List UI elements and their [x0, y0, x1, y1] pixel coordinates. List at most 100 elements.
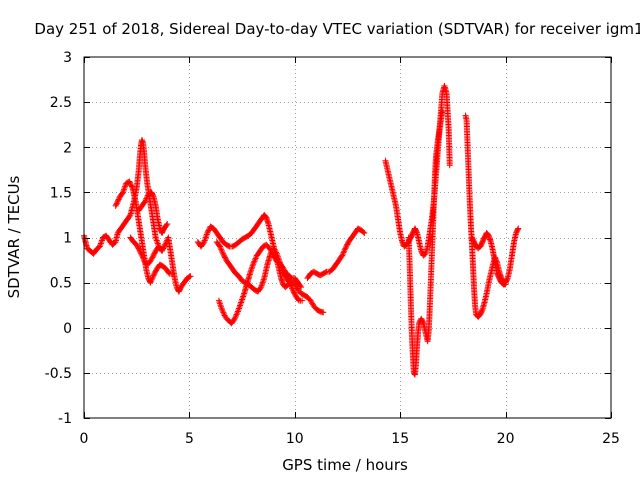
- data-point: [248, 267, 255, 274]
- data-point: [218, 247, 225, 254]
- data-point: [413, 228, 420, 235]
- data-point: [252, 255, 259, 262]
- data-point: [141, 199, 148, 206]
- data-point: [343, 242, 350, 249]
- data-point: [515, 225, 522, 232]
- data-point: [231, 315, 238, 322]
- data-point: [322, 269, 329, 276]
- x-axis-tick-labels: 0 5 10 15 20 25: [80, 431, 620, 447]
- data-point: [202, 234, 209, 241]
- data-point: [341, 248, 348, 255]
- data-point: [238, 299, 245, 306]
- data-point: [238, 297, 245, 304]
- data-point: [251, 258, 258, 265]
- chart-title: Day 251 of 2018, Sidereal Day-to-day VTE…: [34, 20, 640, 38]
- data-point: [161, 242, 168, 249]
- data-point: [287, 274, 294, 281]
- data-point: [187, 273, 194, 280]
- data-point: [150, 251, 157, 258]
- data-point: [446, 162, 453, 169]
- x-tick-label: 0: [80, 431, 89, 447]
- data-point: [299, 297, 306, 304]
- data-point: [286, 279, 293, 286]
- data-point: [218, 246, 225, 253]
- data-point: [137, 249, 144, 256]
- data-point: [269, 250, 276, 257]
- x-tick-label: 10: [286, 431, 304, 447]
- data-point: [247, 268, 254, 275]
- data-point: [126, 178, 133, 185]
- data-point: [147, 279, 154, 286]
- data-point: [148, 278, 155, 285]
- data-point: [341, 246, 348, 253]
- data-point: [285, 278, 292, 285]
- data-point: [217, 244, 224, 251]
- data-point: [221, 253, 228, 260]
- data-point: [478, 307, 485, 314]
- data-point: [290, 289, 297, 296]
- data-point: [142, 196, 149, 203]
- data-point: [204, 228, 211, 235]
- data-point: [260, 276, 267, 283]
- x-tick-label: 25: [602, 431, 620, 447]
- data-point: [220, 250, 227, 257]
- data-point: [142, 198, 149, 205]
- data-point: [289, 286, 296, 293]
- data-point: [136, 248, 143, 255]
- data-point: [113, 200, 120, 207]
- data-point: [220, 252, 227, 259]
- data-point: [115, 197, 122, 204]
- data-point: [340, 249, 347, 256]
- data-point: [339, 252, 346, 259]
- data-point: [158, 248, 165, 255]
- y-tick-label: 1: [63, 231, 72, 247]
- y-tick-label: 0.5: [50, 276, 72, 292]
- data-point: [270, 253, 277, 260]
- data-point: [151, 271, 158, 278]
- data-point: [514, 226, 521, 233]
- y-tick-label: 2: [63, 140, 72, 156]
- data-point: [502, 281, 509, 288]
- data-point: [121, 184, 128, 191]
- data-point: [215, 297, 222, 304]
- data-point: [290, 288, 297, 295]
- data-point: [143, 195, 150, 202]
- y-tick-label: 2.5: [50, 95, 72, 111]
- axis-ticks: [84, 57, 612, 419]
- data-point: [126, 213, 133, 220]
- data-point: [204, 229, 211, 236]
- data-point: [360, 229, 367, 236]
- data-point: [186, 273, 193, 280]
- data-point: [251, 256, 258, 263]
- data-point: [220, 311, 227, 318]
- data-point: [232, 312, 239, 319]
- data-point: [148, 255, 155, 262]
- data-point: [216, 242, 223, 249]
- data-point: [260, 278, 267, 285]
- data-point: [128, 182, 135, 189]
- data-point: [141, 257, 148, 264]
- data-point: [159, 246, 166, 253]
- data-point: [164, 220, 171, 227]
- data-point: [160, 245, 167, 252]
- data-point: [216, 299, 223, 306]
- data-point: [136, 246, 143, 253]
- data-point: [113, 201, 120, 208]
- data-point: [297, 283, 304, 290]
- data-point: [98, 239, 105, 246]
- data-point: [205, 227, 212, 234]
- data-point: [153, 237, 160, 244]
- data-point: [138, 251, 145, 258]
- grid: [84, 57, 611, 418]
- data-point: [239, 294, 246, 301]
- data-point: [320, 309, 327, 316]
- data-point: [112, 202, 119, 209]
- data-point: [250, 259, 257, 266]
- data-point: [240, 291, 247, 298]
- data-point: [288, 283, 295, 290]
- data-point: [163, 222, 170, 229]
- data-point: [149, 273, 156, 280]
- data-point: [153, 236, 160, 243]
- data-point: [114, 199, 121, 206]
